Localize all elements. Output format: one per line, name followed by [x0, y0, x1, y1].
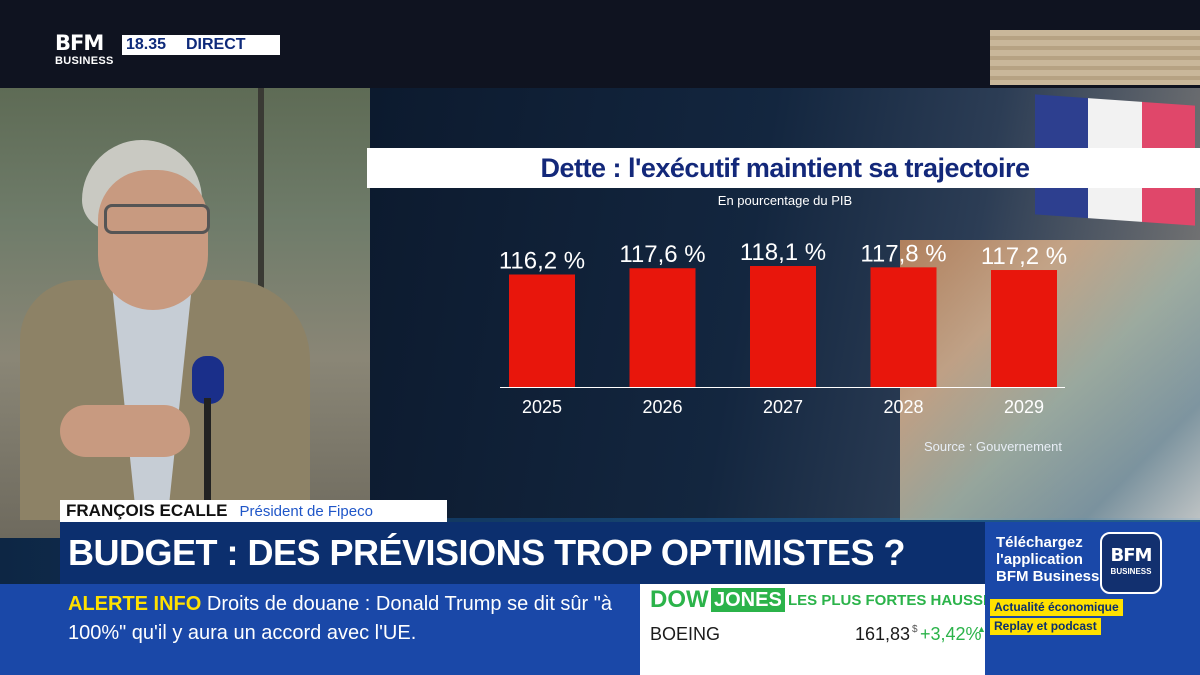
index-name-part1: DOW [650, 586, 709, 613]
x-tick-2026: 2026 [642, 397, 682, 417]
bar-2026 [629, 268, 696, 387]
live-badge: 18.35 DIRECT [122, 35, 280, 55]
stock-currency: $ [912, 624, 918, 635]
logo-main: BFM [55, 31, 104, 55]
data-label-2026: 117,6 % [619, 241, 705, 268]
promo-tag-news: Actualité économique [990, 599, 1123, 616]
guest-name-bar: FRANÇOIS ECALLE Président de Fipeco [60, 500, 447, 522]
x-tick-2027: 2027 [763, 397, 803, 417]
chart-subtitle: En pourcentage du PIB [717, 193, 853, 208]
data-label-2027: 118,1 % [740, 239, 826, 266]
index-name-part2: JONES [711, 588, 785, 612]
chart-title-bar [367, 148, 1200, 188]
bar-2025 [509, 274, 575, 387]
app-logo: BFM BUSINESS [1100, 532, 1162, 594]
microphone-stand [204, 398, 211, 508]
alert-ticker [0, 584, 640, 675]
alert-label: ALERTE INFO [68, 593, 202, 615]
microphone-icon [192, 356, 224, 404]
guest-name: FRANÇOIS ECALLE [66, 501, 228, 520]
arrow-up-icon: ▲ [977, 624, 986, 634]
alert-message: ALERTE INFO Droits de douane : Donald Tr… [68, 590, 628, 648]
bar-2027 [750, 266, 816, 387]
headline-bar [60, 522, 985, 584]
headline: BUDGET : DES PRÉVISIONS TROP OPTIMISTES … [68, 532, 905, 573]
bar-2028 [870, 267, 937, 387]
x-tick-2028: 2028 [883, 397, 923, 417]
stock-name: BOEING [650, 624, 721, 644]
chart-source: Source : Gouvernement [923, 439, 1062, 454]
wood-panel [990, 30, 1200, 85]
guest-role: Président de Fipeco [239, 502, 373, 520]
guest-hand [60, 405, 190, 457]
guest-glasses [104, 204, 210, 234]
x-tick-2025: 2025 [522, 397, 562, 417]
market-header: DOW JONES LES PLUS FORTES HAUSSES [640, 584, 1003, 616]
data-label-2029: 117,2 % [981, 243, 1067, 270]
debt-bar-chart: 116,2 % 2025 117,6 % 2026 118,1 % 2027 117,8 %… [499, 239, 1067, 417]
channel-logo: BFM BUSINESS [55, 33, 119, 73]
stock-change: +3,42% [920, 624, 982, 644]
market-row: BOEING 161,83 $ +3,42% ▲ [640, 616, 986, 675]
promo-tag-replay: Replay et podcast [990, 618, 1101, 635]
stock-price: 161,83 [854, 624, 910, 644]
x-tick-2029: 2029 [1004, 397, 1044, 417]
app-promo [985, 522, 1200, 675]
bar-2029 [991, 270, 1057, 387]
guest-face [98, 170, 208, 310]
promo-text: Téléchargez l'application BFM Business [996, 534, 1100, 585]
app-logo-sub: BUSINESS [1110, 567, 1152, 576]
data-label-2028: 117,8 % [860, 240, 946, 267]
broadcast-time: 18.35 [126, 36, 167, 53]
data-label-2025: 116,2 % [499, 248, 585, 275]
alert-text: Droits de douane : Donald Trump se dit s… [68, 593, 612, 644]
logo-sub: BUSINESS [55, 55, 114, 67]
chart-title: Dette : l'exécutif maintient sa trajecto… [540, 153, 1030, 183]
live-label: DIRECT [186, 36, 246, 53]
app-logo-main: BFM [1110, 545, 1153, 566]
market-heading: LES PLUS FORTES HAUSSES [788, 592, 1004, 609]
